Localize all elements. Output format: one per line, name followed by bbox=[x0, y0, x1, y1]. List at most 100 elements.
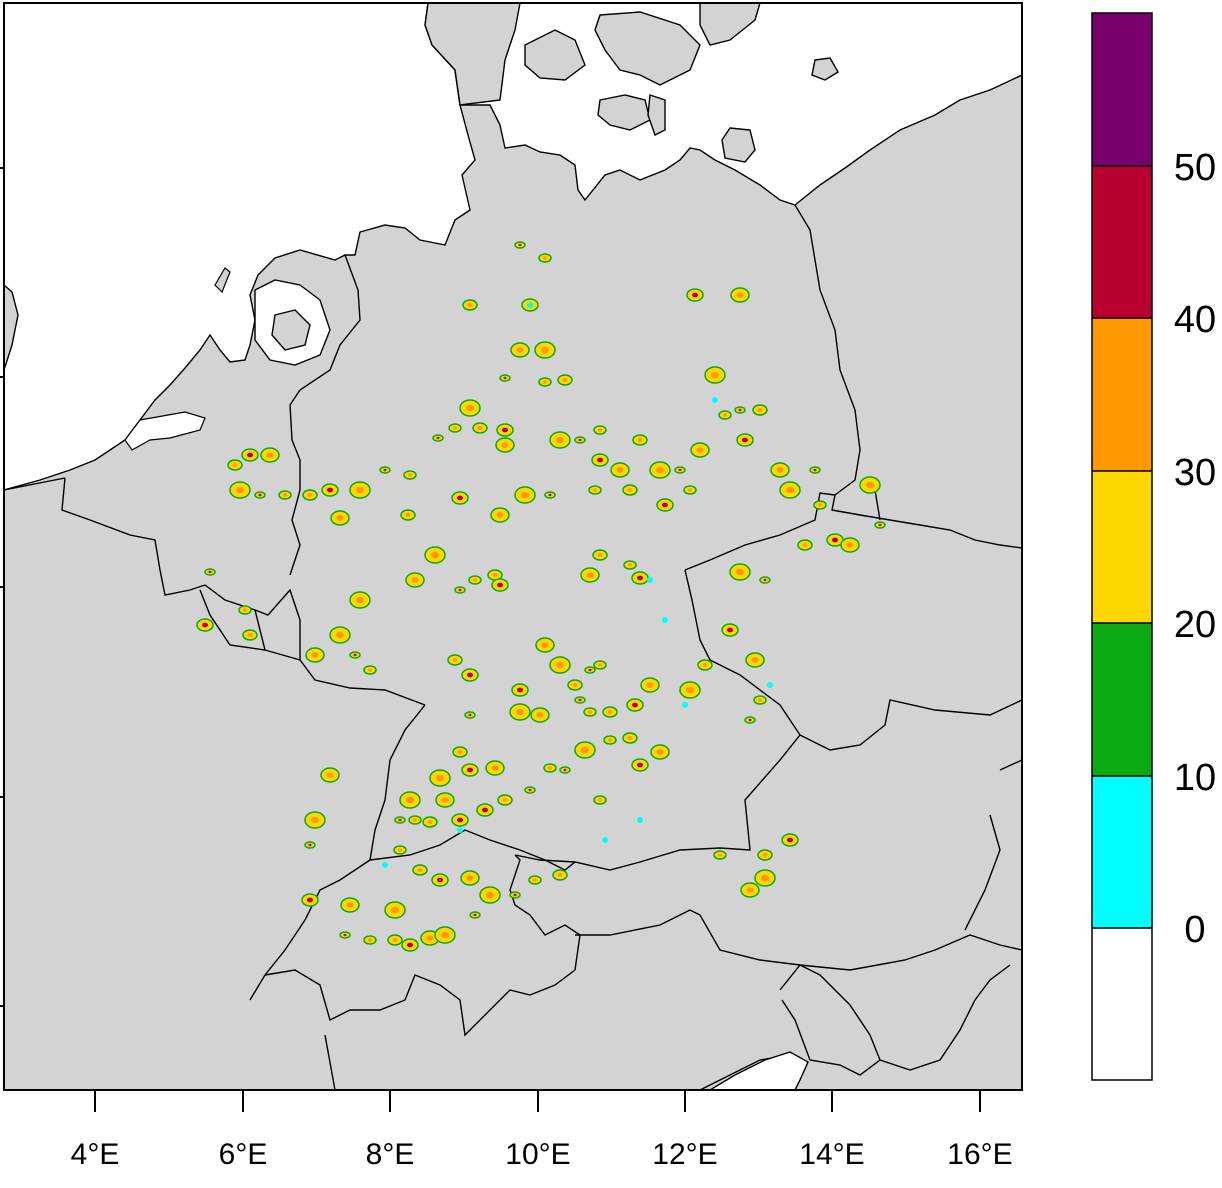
precip-cell-core bbox=[548, 493, 552, 497]
precip-cell-core bbox=[383, 468, 387, 472]
precip-cell-core bbox=[742, 437, 748, 443]
precip-cell-core bbox=[466, 404, 474, 412]
precip-cell-light bbox=[602, 837, 608, 843]
precip-cell-core bbox=[541, 642, 549, 648]
colorbar-level-6 bbox=[1092, 13, 1152, 166]
precip-cell-core bbox=[311, 652, 319, 658]
england-coast bbox=[4, 284, 19, 371]
precip-cell-core bbox=[556, 661, 564, 669]
precip-cell-core bbox=[688, 488, 692, 492]
precip-cell-core bbox=[326, 772, 334, 778]
precip-cell-core bbox=[607, 710, 613, 714]
precip-cell-core bbox=[208, 570, 212, 574]
precip-cell-core bbox=[482, 807, 488, 813]
precip-cell-core bbox=[441, 797, 449, 803]
precip-cell-core bbox=[736, 292, 744, 298]
precip-cell-core bbox=[516, 347, 524, 353]
precip-cell-core bbox=[533, 878, 537, 882]
precip-cell-core bbox=[628, 563, 632, 567]
x-axis: 4°E 6°E 8°E 10°E 12°E 14°E 16°E bbox=[71, 1090, 1013, 1171]
precip-cell-core bbox=[588, 668, 592, 672]
zealand bbox=[594, 11, 701, 86]
baltic-sea bbox=[454, 3, 1022, 206]
precip-cell-core bbox=[736, 568, 744, 576]
precip-cell-core bbox=[473, 913, 477, 917]
precip-cell-core bbox=[356, 486, 364, 494]
precip-cell-core bbox=[307, 897, 313, 903]
precip-cell-core bbox=[751, 657, 759, 663]
precip-cell-core bbox=[392, 938, 398, 942]
precip-cell-core bbox=[776, 467, 784, 473]
colorbar-label: 0 bbox=[1184, 909, 1205, 951]
colorbar-level-1 bbox=[1092, 776, 1152, 928]
precip-cell-core bbox=[518, 243, 522, 247]
precip-cell-core bbox=[556, 436, 564, 444]
colorbar-level-2 bbox=[1092, 623, 1152, 776]
x-tick-label: 14°E bbox=[799, 1138, 864, 1171]
precip-cell-core bbox=[368, 938, 372, 942]
precip-cell-core bbox=[308, 843, 312, 847]
precip-cell-core bbox=[356, 596, 364, 604]
precip-cell-core bbox=[436, 774, 444, 782]
precip-cell-core bbox=[468, 713, 472, 717]
precip-cell-core bbox=[786, 486, 794, 494]
precip-cell-core bbox=[543, 380, 547, 384]
precip-cell-core bbox=[588, 710, 592, 714]
precip-cell-core bbox=[243, 608, 247, 612]
precip-cell-core bbox=[426, 935, 434, 941]
precip-cell-core bbox=[738, 408, 742, 412]
precip-cell-core bbox=[597, 457, 603, 463]
precip-cell-core bbox=[686, 686, 694, 694]
precip-cell-core bbox=[656, 466, 664, 474]
precip-cell-core bbox=[646, 682, 654, 688]
precip-cell-core bbox=[406, 796, 414, 804]
precip-cell-core bbox=[502, 427, 508, 433]
precip-cell-core bbox=[543, 256, 547, 260]
precip-cell-core bbox=[232, 463, 238, 467]
precip-cell-core bbox=[457, 750, 463, 754]
precip-cell-core bbox=[417, 868, 423, 872]
colorbar-frame bbox=[1091, 12, 1153, 1081]
precip-cell-core bbox=[637, 762, 643, 768]
precip-cell-core bbox=[467, 672, 473, 678]
x-tick-label: 8°E bbox=[366, 1138, 415, 1171]
precip-cell-core bbox=[343, 933, 347, 937]
precip-cell-core bbox=[727, 627, 733, 633]
precip-cell-core bbox=[437, 877, 443, 883]
zeeland-islands bbox=[124, 411, 206, 451]
precip-cell-core bbox=[346, 902, 354, 908]
precip-cell-core bbox=[458, 588, 462, 592]
colorbar-label: 10 bbox=[1174, 757, 1216, 799]
precip-cell-core bbox=[477, 426, 483, 430]
precip-cell-light bbox=[637, 817, 643, 823]
precip-cell-core bbox=[562, 378, 568, 382]
precip-cell-core bbox=[578, 698, 582, 702]
precip-cell-core bbox=[283, 493, 287, 497]
precip-cell-core bbox=[632, 702, 638, 708]
precip-cell-core bbox=[473, 578, 477, 582]
precip-cell-core bbox=[616, 467, 624, 473]
precip-cell-core bbox=[457, 495, 463, 501]
precip-cell-core bbox=[597, 553, 603, 557]
precip-cell-core bbox=[637, 438, 643, 442]
precip-cell-light bbox=[682, 702, 688, 708]
precip-cell-core bbox=[247, 452, 253, 458]
precip-cell-core bbox=[497, 582, 503, 588]
precip-cell-core bbox=[762, 853, 768, 857]
precip-cell-core bbox=[431, 551, 439, 559]
flevoland bbox=[271, 309, 311, 351]
precip-cell-core bbox=[563, 768, 567, 772]
precip-cell-core bbox=[678, 468, 682, 472]
colorbar-level-4 bbox=[1092, 318, 1152, 471]
x-tick-label: 16°E bbox=[947, 1138, 1012, 1171]
precip-cell-light bbox=[712, 397, 718, 403]
precip-cell-light bbox=[527, 302, 533, 308]
colorbar-level-0 bbox=[1092, 928, 1152, 1080]
precip-cell-core bbox=[501, 442, 509, 448]
precip-cell-core bbox=[353, 653, 357, 657]
precip-cell-core bbox=[453, 426, 457, 430]
precip-cell-core bbox=[307, 493, 313, 497]
precip-cell-core bbox=[586, 572, 594, 578]
precip-cell-core bbox=[748, 718, 752, 722]
precip-cell-core bbox=[407, 942, 413, 948]
